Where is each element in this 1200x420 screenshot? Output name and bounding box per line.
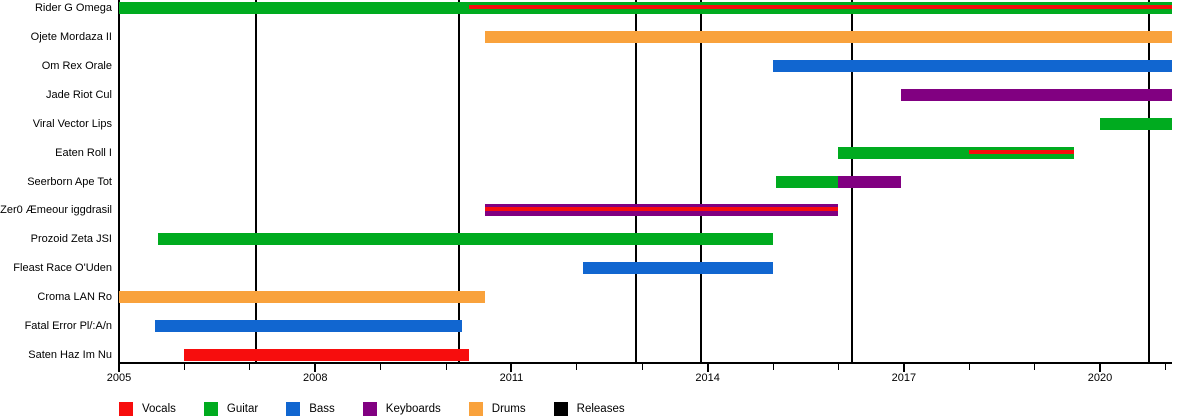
member-label: Fleast Race O'Uden: [13, 262, 112, 275]
release-line: [458, 0, 461, 362]
y-axis-line: [118, 0, 120, 364]
releases-color-swatch: [553, 402, 568, 416]
timeline-bar-guitar: [776, 175, 839, 188]
axis-year-label: 2005: [106, 372, 132, 384]
member-label: Om Rex Orale: [41, 59, 112, 72]
axis-tick: [576, 364, 578, 370]
legend-item-bass: Bass: [286, 402, 335, 416]
axis-tick: [510, 364, 513, 372]
axis-year-label: 2020: [1087, 372, 1113, 384]
drums-color-swatch: [468, 402, 483, 416]
timeline-stripe-vocals: [969, 149, 1074, 154]
member-label: Ojete Mordaza II: [30, 30, 112, 43]
member-label: Seerborn Ape Tot: [27, 175, 112, 188]
legend-item-releases: Releases: [553, 402, 625, 416]
member-label: Jade Riot Cul: [45, 88, 112, 101]
legend-item-drums: Drums: [468, 402, 526, 416]
axis-tick: [772, 364, 774, 370]
axis-tick: [183, 364, 185, 370]
release-line: [1148, 0, 1151, 362]
axis-tick: [249, 364, 251, 370]
member-label: Viral Vector Lips: [32, 117, 112, 130]
legend-label: Drums: [491, 403, 526, 415]
release-line: [255, 0, 258, 362]
member-label: Zer0 Æmeour iggdrasil: [0, 204, 112, 217]
axis-tick: [1164, 364, 1166, 370]
legend-label: Releases: [576, 403, 625, 415]
timeline-stripe-vocals: [485, 207, 839, 212]
axis-tick: [1034, 364, 1036, 370]
timeline-bar-keyboards: [838, 175, 901, 188]
timeline-bar-vocals: [184, 349, 469, 362]
member-label: Saten Haz Im Nu: [28, 349, 112, 362]
vocals-color-swatch: [119, 402, 133, 416]
timeline-bar-bass: [154, 320, 463, 333]
timeline-bar-guitar: [1100, 117, 1172, 130]
legend-label: Guitar: [226, 403, 259, 415]
member-label: Prozoid Zeta JSI: [30, 233, 112, 246]
legend-item-guitar: Guitar: [203, 402, 259, 416]
guitar-color-swatch: [203, 402, 218, 416]
axis-year-label: 2014: [695, 372, 720, 384]
member-label: Fatal Error Pl/:A/n: [24, 320, 112, 333]
axis-tick: [118, 364, 120, 372]
legend-label: Keyboards: [385, 403, 441, 415]
timeline-stripe-vocals: [468, 5, 1172, 9]
timeline-bar-drums: [119, 291, 486, 304]
timeline-bar-bass: [583, 262, 774, 275]
release-line: [700, 0, 703, 362]
axis-tick: [837, 364, 839, 370]
axis-year-label: 2008: [302, 372, 328, 384]
timeline-bar-keyboards: [900, 88, 1172, 101]
timeline-bar-guitar: [158, 233, 774, 246]
timeline-bar-drums: [485, 30, 1172, 43]
keyboards-color-swatch: [362, 402, 377, 416]
legend-item-vocals: Vocals: [119, 402, 176, 416]
release-line: [634, 0, 637, 362]
axis-tick: [1099, 364, 1102, 372]
axis-year-label: 2017: [891, 372, 917, 384]
axis-tick: [380, 364, 382, 370]
member-label: Eaten Roll I: [55, 146, 112, 159]
legend-label: Vocals: [142, 403, 176, 415]
axis-tick: [641, 364, 643, 370]
legend: Vocals Guitar Bass Keyboards Drums Releases: [119, 399, 625, 419]
bass-color-swatch: [286, 402, 301, 416]
legend-item-keyboards: Keyboards: [362, 402, 441, 416]
axis-tick: [706, 364, 709, 372]
axis-year-label: 2011: [499, 372, 524, 384]
legend-label: Bass: [309, 403, 335, 415]
axis-tick: [314, 364, 317, 372]
timeline-bar-bass: [773, 59, 1172, 72]
x-axis-line: [118, 362, 1172, 364]
axis-tick: [902, 364, 905, 372]
axis-tick: [445, 364, 447, 370]
member-label: Rider G Omega: [34, 2, 112, 14]
axis-tick: [968, 364, 970, 370]
member-label: Croma LAN Ro: [37, 291, 112, 304]
